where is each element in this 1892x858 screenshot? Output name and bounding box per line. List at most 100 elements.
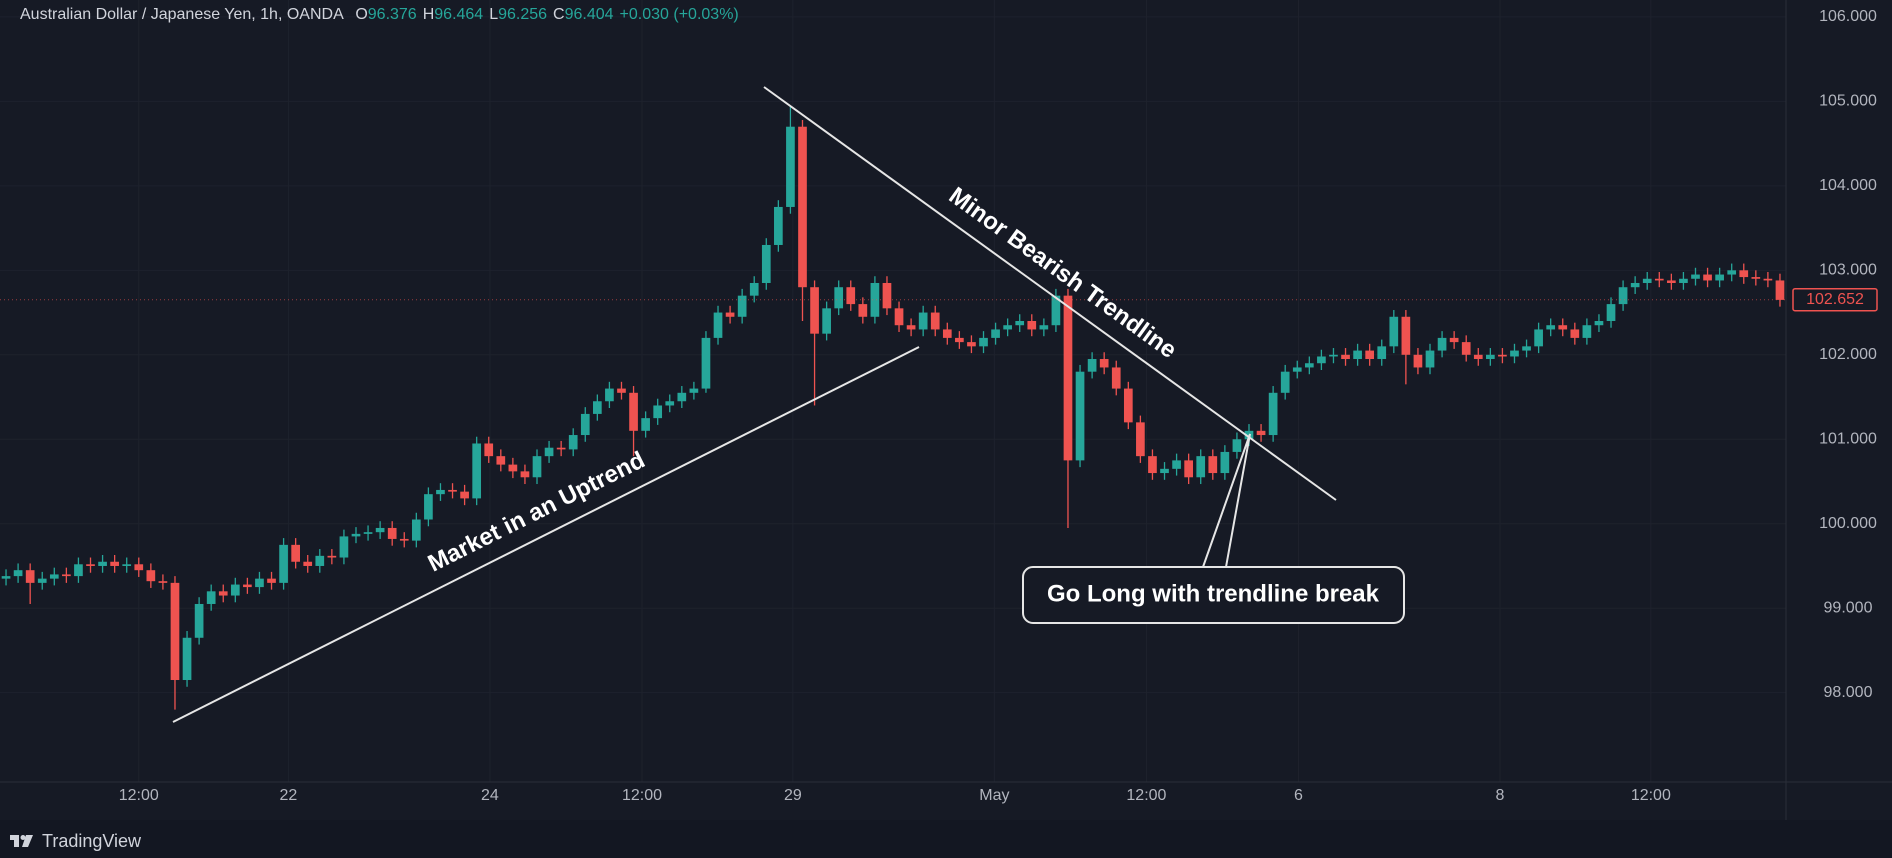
ohlc-change: +0.030 (+0.03%) — [620, 6, 739, 23]
candle-body — [1775, 280, 1785, 300]
x-tick-label: 8 — [1496, 787, 1505, 804]
candle-body — [1123, 388, 1133, 423]
candle-body — [629, 392, 638, 431]
candle-body — [1534, 329, 1543, 347]
candle-body — [713, 312, 723, 338]
ohlc-value: 96.404 — [565, 6, 614, 23]
candle-body — [146, 570, 156, 582]
candle-body — [315, 555, 325, 566]
candle-body — [1473, 354, 1483, 360]
candle-body — [508, 464, 518, 472]
candle-body — [351, 533, 361, 537]
candle-body — [991, 329, 1000, 338]
candle-body — [1449, 337, 1459, 343]
candle-body — [424, 494, 433, 520]
candle-body — [580, 413, 590, 436]
candle-body — [182, 637, 192, 681]
candle-body — [1220, 451, 1230, 474]
candle-body — [110, 561, 119, 566]
candle-body — [230, 584, 240, 596]
candle-body — [291, 544, 300, 562]
candle-body — [460, 491, 469, 499]
candle-body — [1618, 287, 1628, 305]
candle-body — [1317, 356, 1326, 364]
candle-body — [1522, 346, 1531, 351]
x-tick-label: 12:00 — [119, 787, 159, 804]
candle-body — [1232, 439, 1242, 452]
candle-body — [689, 388, 699, 393]
candle-body — [1630, 282, 1640, 288]
candle-body — [327, 555, 337, 558]
y-tick-label: 103.000 — [1819, 262, 1877, 279]
candle-body — [1679, 278, 1688, 283]
candle-body — [303, 561, 313, 566]
candle-body — [1027, 320, 1037, 330]
candle-body — [1208, 456, 1218, 474]
candle-body — [1751, 277, 1761, 279]
callout-text: Go Long with trendline break — [1047, 580, 1380, 607]
symbol-title: Australian Dollar / Japanese Yen, 1h, OA… — [20, 6, 344, 23]
candle-body — [1510, 350, 1519, 357]
ohlc-key: H — [423, 6, 435, 23]
candle-body — [918, 312, 928, 330]
candle-body — [1739, 270, 1749, 278]
candle-body — [1570, 329, 1580, 338]
candle-body — [1413, 354, 1423, 368]
candle-body — [399, 538, 409, 541]
candle-body — [1703, 274, 1712, 281]
candle-body — [472, 443, 482, 499]
candle-body — [86, 564, 95, 566]
axes: 98.000 99.000 100.000 101.000 102.000 103.000… — [0, 8, 1878, 804]
candle-body — [1691, 274, 1700, 279]
x-tick-label: 12:00 — [622, 787, 662, 804]
last-price-label: 102.652 — [1806, 291, 1864, 308]
header: Australian Dollar / Japanese Yen, 1h, OA… — [20, 6, 739, 23]
candle-body — [1654, 278, 1664, 281]
candle-body — [617, 388, 626, 393]
candle-body — [1546, 325, 1556, 330]
candle-body — [605, 388, 614, 402]
y-tick-label: 105.000 — [1819, 93, 1877, 110]
candle-body — [1087, 359, 1097, 372]
candle-body — [1292, 367, 1302, 372]
candle-body — [1148, 456, 1157, 474]
candle-body — [906, 325, 916, 330]
brand-logo — [10, 835, 33, 847]
candle-body — [496, 456, 506, 465]
candle-body — [1160, 468, 1169, 474]
candle-body — [593, 401, 602, 414]
candle-body — [122, 564, 132, 566]
x-tick-label: May — [979, 787, 1009, 804]
candle-body — [882, 282, 892, 309]
ohlc-value: 96.464 — [434, 6, 483, 23]
grid — [0, 0, 1786, 782]
candle-body — [749, 282, 759, 296]
candle-body — [1136, 422, 1145, 457]
x-tick-label: 24 — [481, 787, 499, 804]
y-tick-label: 106.000 — [1819, 8, 1877, 25]
candle-body — [436, 489, 445, 495]
candles — [1, 105, 1785, 710]
candle-body — [1280, 371, 1290, 393]
candle-body — [1365, 350, 1375, 360]
candle-body — [1304, 363, 1314, 368]
candle-body — [1341, 354, 1350, 360]
candle-body — [37, 578, 47, 583]
candle-body — [725, 312, 735, 317]
y-tick-label: 102.000 — [1819, 346, 1877, 363]
candle-body — [484, 443, 494, 457]
y-tick-label: 101.000 — [1819, 430, 1877, 447]
candle-body — [411, 519, 421, 541]
candle-body — [74, 564, 83, 577]
x-tick-label: 12:00 — [1126, 787, 1166, 804]
footer-strip — [0, 820, 1892, 858]
candle-body — [556, 447, 566, 450]
candle-body — [13, 570, 23, 577]
x-tick-label: 6 — [1294, 787, 1303, 804]
candle-body — [532, 456, 542, 478]
candle-body — [1196, 456, 1206, 478]
candle-body — [25, 570, 35, 583]
candle-body — [255, 578, 264, 588]
bearish-trendline — [763, 86, 1337, 501]
candle-body — [1498, 354, 1507, 357]
